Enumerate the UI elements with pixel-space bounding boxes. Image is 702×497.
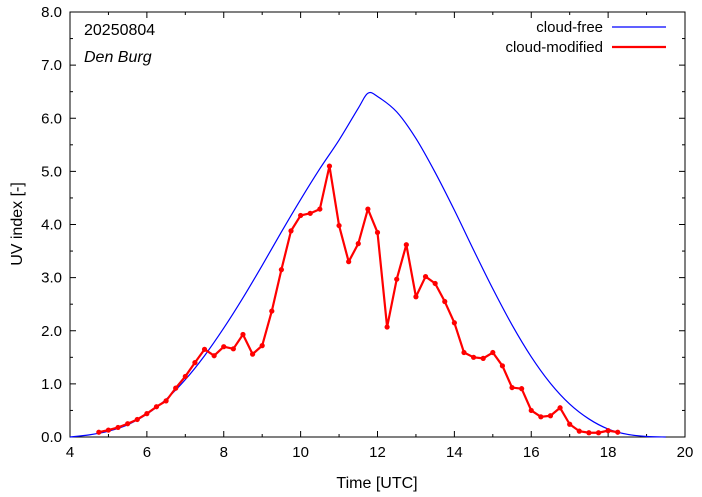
data-point-cloud-modified <box>96 429 102 435</box>
y-tick-label: 7.0 <box>41 57 62 74</box>
x-tick-label: 8 <box>220 444 228 461</box>
axes: 4 6 8 10 12 14 16 18 20 0.0 1.0 2.0 3.0 4.0 5.0 6.0 7.0 8… <box>41 4 693 461</box>
x-tick-label: 12 <box>369 444 386 461</box>
y-tick-label: 2.0 <box>41 323 62 340</box>
data-point-cloud-modified <box>480 355 486 361</box>
data-point-cloud-modified <box>182 373 188 380</box>
data-point-cloud-modified <box>394 276 400 282</box>
data-point-cloud-modified <box>288 228 294 234</box>
data-point-cloud-modified <box>519 386 525 392</box>
data-point-cloud-modified <box>355 241 361 247</box>
x-tick-label: 4 <box>66 444 74 461</box>
data-point-cloud-modified <box>230 346 236 352</box>
data-point-cloud-modified <box>461 349 467 356</box>
y-tick-label: 5.0 <box>41 163 62 180</box>
data-point-cloud-modified <box>259 343 265 349</box>
data-point-cloud-modified <box>192 360 198 366</box>
data-point-cloud-modified <box>509 384 515 391</box>
y-tick-label: 3.0 <box>41 270 62 287</box>
y-tick-label: 1.0 <box>41 376 62 393</box>
data-point-cloud-modified <box>326 163 333 169</box>
x-tick-label: 6 <box>143 444 151 461</box>
x-tick-label: 10 <box>292 444 309 461</box>
plot-frame <box>69 11 686 438</box>
x-tick-label: 14 <box>446 444 463 461</box>
data-point-cloud-modified <box>346 259 352 265</box>
x-tick-label: 20 <box>677 444 694 461</box>
x-tick-label: 18 <box>600 444 617 461</box>
annotations: 20250804 Den Burg <box>84 22 155 66</box>
data-point-cloud-modified <box>374 229 381 236</box>
series-line-cloud-free <box>69 91 666 438</box>
data-point-cloud-modified <box>115 424 121 431</box>
data-point-cloud-modified <box>586 430 592 436</box>
data-point-cloud-modified <box>298 212 304 219</box>
legend: cloud-free cloud-modified <box>505 19 666 56</box>
date-annotation: 20250804 <box>84 22 155 39</box>
data-point-cloud-modified <box>336 222 342 229</box>
station-annotation: Den Burg <box>84 49 152 66</box>
data-point-cloud-modified <box>451 320 457 326</box>
legend-label-cloud-modified: cloud-modified <box>505 39 603 56</box>
data-point-cloud-modified <box>163 398 169 404</box>
y-tick-label: 4.0 <box>41 217 62 234</box>
y-tick-label: 6.0 <box>41 110 62 127</box>
data-point-cloud-modified <box>278 267 285 273</box>
data-point-cloud-modified <box>547 413 554 419</box>
data-point-cloud-modified <box>490 349 496 356</box>
data-point-cloud-modified <box>105 427 112 433</box>
y-tick-label: 0.0 <box>41 429 62 446</box>
data-point-cloud-modified <box>470 354 477 360</box>
data-point-cloud-modified <box>240 331 246 338</box>
data-point-cloud-modified <box>576 428 582 434</box>
x-axis-title: Time [UTC] <box>336 475 417 492</box>
x-tick-label: 16 <box>523 444 540 461</box>
data-point-cloud-modified <box>365 206 371 212</box>
legend-label-cloud-free: cloud-free <box>536 19 603 36</box>
data-point-cloud-modified <box>557 405 563 411</box>
data-point-cloud-modified <box>432 280 438 287</box>
data-point-cloud-modified <box>153 404 160 410</box>
data-point-cloud-modified <box>125 421 131 427</box>
data-point-cloud-modified <box>211 353 217 359</box>
series-line-cloud-modified <box>98 164 618 434</box>
data-point-cloud-modified <box>595 430 602 436</box>
data-point-cloud-modified <box>307 210 313 216</box>
data-point-cloud-modified <box>144 411 150 417</box>
data-point-cloud-modified <box>538 414 544 420</box>
data-point-cloud-modified <box>528 407 534 414</box>
data-point-cloud-modified <box>422 273 429 280</box>
data-point-cloud-modified <box>249 351 256 357</box>
data-point-cloud-modified <box>442 298 448 305</box>
series-layer <box>69 91 666 438</box>
data-point-cloud-modified <box>567 421 573 427</box>
data-point-cloud-modified <box>134 416 140 423</box>
data-point-cloud-modified <box>317 206 323 212</box>
data-point-cloud-modified <box>413 294 419 300</box>
data-point-cloud-modified <box>221 344 227 350</box>
data-point-cloud-modified <box>605 428 611 434</box>
y-tick-label: 8.0 <box>41 4 62 21</box>
data-point-cloud-modified <box>615 429 621 435</box>
data-point-cloud-modified <box>384 324 390 330</box>
data-point-cloud-modified <box>499 363 506 369</box>
data-point-cloud-modified <box>173 385 179 391</box>
data-point-cloud-modified <box>201 346 208 352</box>
data-point-cloud-modified <box>269 308 275 314</box>
y-axis-title: UV index [-] <box>9 182 26 266</box>
data-point-cloud-modified <box>403 242 409 248</box>
